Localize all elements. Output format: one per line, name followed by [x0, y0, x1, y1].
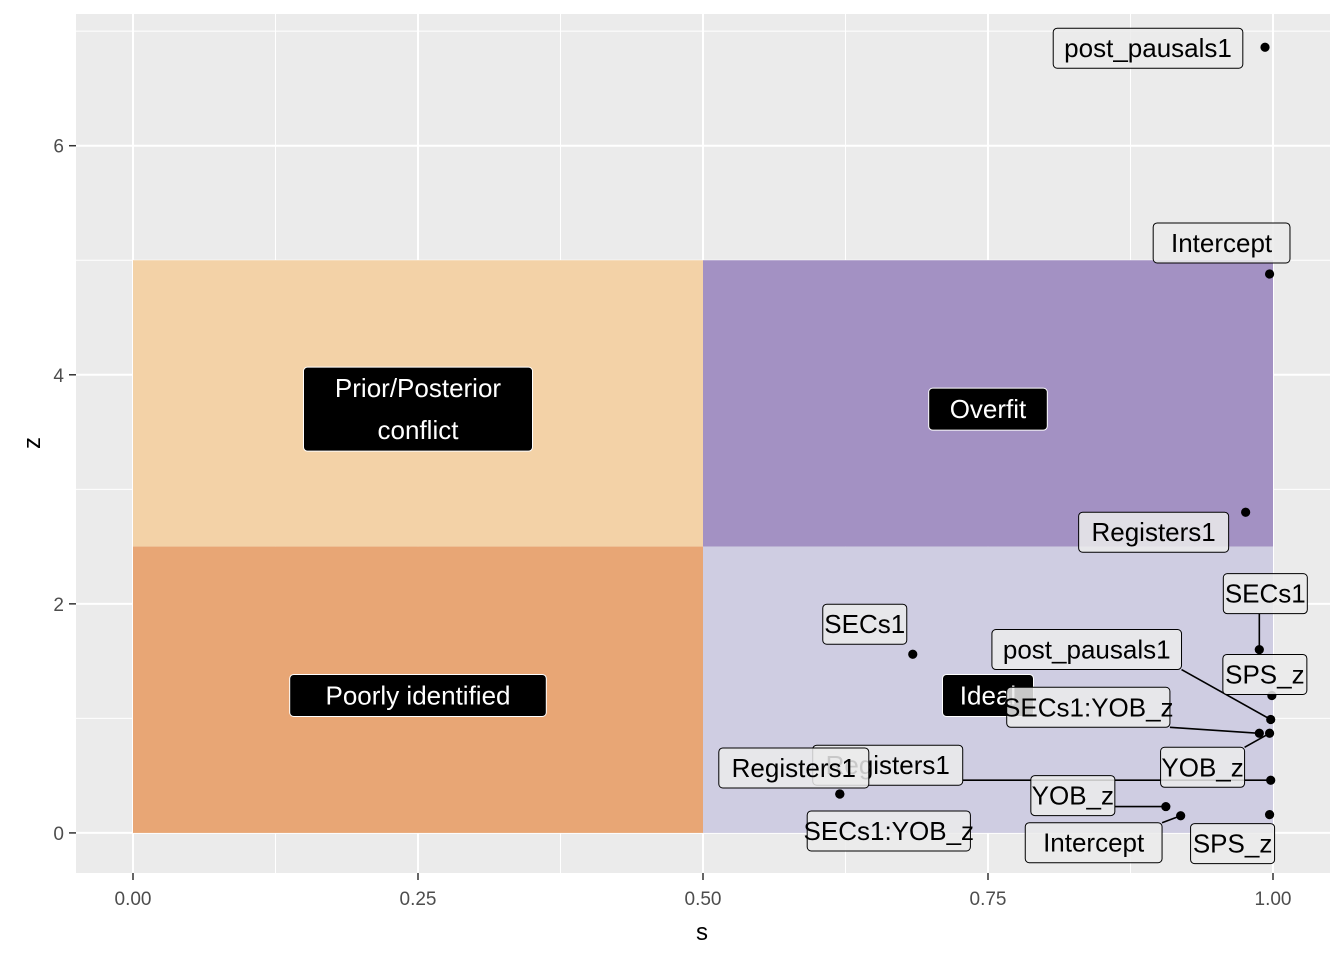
point-label-box [1078, 511, 1230, 553]
point-label: Registers1 [1078, 511, 1230, 553]
point-label-text: Registers1 [732, 753, 856, 783]
y-tick-label: 6 [53, 137, 64, 158]
point-label-text: Registers1 [1091, 517, 1215, 547]
y-axis: 0 2 4 6 [53, 137, 76, 845]
x-tick-label: 0.25 [400, 889, 437, 910]
data-points [835, 42, 1277, 821]
label-connector [1244, 732, 1270, 748]
region-label-box [928, 387, 1048, 431]
data-point [1161, 801, 1171, 812]
region-label-text: conflict [378, 415, 460, 445]
point-label-box [1160, 746, 1246, 788]
point-label-box [991, 629, 1183, 671]
data-point [1264, 728, 1275, 738]
point-label-box [1030, 775, 1116, 817]
point-label: Intercept [1024, 822, 1163, 864]
point-label: SECs1:YOB_z [804, 810, 975, 852]
point-label-box [1152, 222, 1291, 264]
region-label-text: Prior/Posterior [335, 373, 501, 403]
point-label-box [1190, 823, 1276, 865]
data-point [1254, 645, 1264, 655]
data-point [1260, 42, 1270, 52]
point-labels: post_pausals1 Intercept Registers1 SECs1 SEC… [718, 27, 1308, 865]
point-label-text: post_pausals1 [1064, 33, 1232, 63]
region-label: Prior/Posterior conflict [303, 366, 533, 452]
y-axis-title: z [19, 437, 46, 449]
point-label: SPS_z [1222, 653, 1308, 695]
data-point [1264, 809, 1275, 820]
point-label-box [1024, 822, 1163, 864]
x-axis: 0.00 0.25 0.50 0.75 1.00 [115, 873, 1292, 910]
y-tick-label: 4 [53, 366, 64, 387]
region-label-box [303, 366, 533, 452]
region-label-text: Overfit [950, 394, 1027, 424]
y-tick-label: 0 [53, 824, 64, 845]
point-label: YOB_z [1160, 746, 1246, 788]
data-point [1266, 714, 1276, 725]
point-label: post_pausals1 [991, 629, 1183, 671]
point-label-box [806, 810, 971, 852]
x-tick-label: 1.00 [1255, 889, 1292, 910]
x-tick-label: 0.50 [685, 889, 722, 910]
point-label-text: SECs1 [824, 609, 905, 639]
region-label-box [289, 673, 547, 717]
x-tick-label: 0.00 [115, 889, 152, 910]
data-point [1266, 775, 1276, 785]
point-label: SECs1:YOB_z [1003, 686, 1174, 728]
point-label-text: post_pausals1 [1003, 635, 1171, 665]
point-label-text: SPS_z [1225, 659, 1305, 689]
region-label: Overfit [928, 387, 1048, 431]
point-label: post_pausals1 [1052, 27, 1244, 69]
label-connector [1169, 726, 1260, 735]
point-label-text: YOB_z [1161, 752, 1243, 782]
point-label-box [718, 747, 870, 789]
region-labels: Prior/Posterior conflict Overfit Poorly ide… [289, 366, 1048, 717]
data-point [1241, 507, 1251, 517]
point-label: YOB_z [1030, 775, 1116, 817]
point-label: SPS_z [1190, 823, 1276, 865]
x-tick-label: 0.75 [970, 889, 1007, 910]
point-label-text: Intercept [1171, 228, 1273, 258]
data-point [1254, 728, 1264, 738]
point-label-box [1006, 686, 1171, 728]
x-axis-title: s [696, 919, 708, 946]
point-label-text: SECs1:YOB_z [1003, 692, 1174, 722]
data-point [835, 789, 845, 799]
point-label: Registers1 [718, 747, 870, 789]
point-label-box [822, 603, 908, 645]
point-label-text: SPS_z [1193, 829, 1273, 859]
point-label-box [1222, 573, 1308, 615]
data-point [908, 649, 918, 659]
point-label-text: SECs1:YOB_z [804, 816, 975, 846]
point-label-text: YOB_z [1032, 781, 1114, 811]
data-point [1176, 811, 1186, 821]
data-point [1264, 269, 1275, 279]
point-label: SECs1 [822, 603, 908, 645]
point-label-text: Intercept [1043, 828, 1145, 858]
y-tick-label: 2 [53, 595, 64, 616]
point-label: Intercept [1152, 222, 1291, 264]
point-label-text: SECs1 [1225, 579, 1306, 609]
point-label-box [1052, 27, 1244, 69]
point-label-box [1222, 653, 1308, 695]
point-label: SECs1 [1222, 573, 1308, 615]
region-label: Poorly identified [289, 673, 547, 717]
region-label-text: Poorly identified [326, 680, 511, 710]
